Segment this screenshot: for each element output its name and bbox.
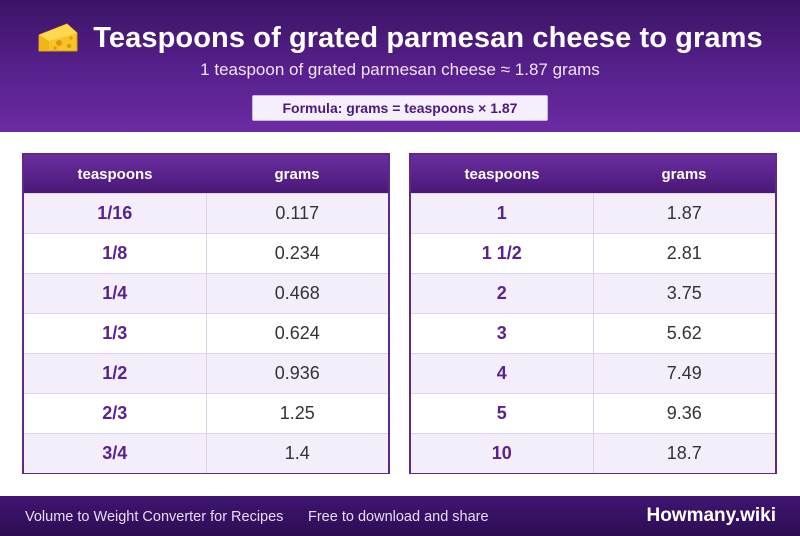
column-header-grams: grams bbox=[661, 165, 707, 183]
teaspoons-cell: 5 bbox=[411, 394, 594, 433]
brand-link[interactable]: Howmany.wiki bbox=[646, 505, 776, 526]
grams-cell: 9.36 bbox=[666, 403, 702, 423]
teaspoons-cell: 3 bbox=[411, 314, 594, 353]
table-body: 1/16 0.117 1/8 0.234 1/4 0.468 1/3 0.624 1/2… bbox=[24, 193, 388, 473]
teaspoons-cell: 2 bbox=[411, 274, 594, 313]
page-title: Teaspoons of grated parmesan cheese to g… bbox=[93, 21, 763, 54]
table-row: 1 1/2 2.81 bbox=[411, 233, 775, 273]
column-header-teaspoons: teaspoons bbox=[464, 165, 540, 183]
subtitle: 1 teaspoon of grated parmesan cheese ≈ 1… bbox=[200, 60, 600, 79]
teaspoons-cell: 1/4 bbox=[24, 274, 207, 313]
grams-cell: 18.7 bbox=[666, 443, 702, 463]
teaspoons-cell: 10 bbox=[411, 434, 594, 473]
footer-middle-text: Free to download and share bbox=[308, 509, 489, 525]
footer-bar: Volume to Weight Converter for Recipes F… bbox=[0, 496, 800, 536]
grams-cell: 0.234 bbox=[274, 243, 320, 263]
grams-cell: 0.468 bbox=[274, 283, 320, 303]
column-header-grams: grams bbox=[274, 165, 320, 183]
table-row: 1/3 0.624 bbox=[24, 313, 388, 353]
teaspoons-cell: 1 1/2 bbox=[411, 234, 594, 273]
formula-badge: Formula: grams = teaspoons × 1.87 bbox=[252, 95, 548, 121]
teaspoons-cell: 1/3 bbox=[24, 314, 207, 353]
header-banner: Teaspoons of grated parmesan cheese to g… bbox=[0, 0, 800, 132]
title-row: Teaspoons of grated parmesan cheese to g… bbox=[0, 18, 800, 58]
grams-cell: 1.25 bbox=[279, 403, 315, 423]
grams-cell: 0.624 bbox=[274, 323, 320, 343]
table-row: 3/4 1.4 bbox=[24, 433, 388, 473]
grams-cell: 7.49 bbox=[666, 363, 702, 383]
grams-cell: 1.87 bbox=[666, 203, 702, 223]
table-row: 10 18.7 bbox=[411, 433, 775, 473]
table-row: 1/16 0.117 bbox=[24, 193, 388, 233]
teaspoons-cell: 4 bbox=[411, 354, 594, 393]
table-row: 1/8 0.234 bbox=[24, 233, 388, 273]
grams-cell: 5.62 bbox=[666, 323, 702, 343]
table-row: 4 7.49 bbox=[411, 353, 775, 393]
table-row: 1/4 0.468 bbox=[24, 273, 388, 313]
conversion-table-left: teaspoons grams 1/16 0.117 1/8 0.234 1/4 0.… bbox=[22, 153, 390, 474]
column-header-teaspoons: teaspoons bbox=[77, 165, 153, 183]
grams-cell: 0.936 bbox=[274, 363, 320, 383]
table-body: 1 1.87 1 1/2 2.81 2 3.75 3 5.62 4 7.49 5 9.36 … bbox=[411, 193, 775, 473]
teaspoons-cell: 2/3 bbox=[24, 394, 207, 433]
teaspoons-cell: 3/4 bbox=[24, 434, 207, 473]
footer-left-text: Volume to Weight Converter for Recipes bbox=[25, 509, 284, 525]
teaspoons-cell: 1 bbox=[411, 194, 594, 233]
table-header: teaspoons grams bbox=[411, 155, 775, 193]
cheese-icon bbox=[38, 23, 78, 52]
teaspoons-cell: 1/2 bbox=[24, 354, 207, 393]
grams-cell: 1.4 bbox=[284, 443, 310, 463]
table-row: 2/3 1.25 bbox=[24, 393, 388, 433]
teaspoons-cell: 1/16 bbox=[24, 194, 207, 233]
table-row: 5 9.36 bbox=[411, 393, 775, 433]
table-row: 1/2 0.936 bbox=[24, 353, 388, 393]
teaspoons-cell: 1/8 bbox=[24, 234, 207, 273]
grams-cell: 2.81 bbox=[666, 243, 702, 263]
table-row: 3 5.62 bbox=[411, 313, 775, 353]
table-header: teaspoons grams bbox=[24, 155, 388, 193]
table-row: 1 1.87 bbox=[411, 193, 775, 233]
table-row: 2 3.75 bbox=[411, 273, 775, 313]
grams-cell: 0.117 bbox=[275, 203, 320, 223]
grams-cell: 3.75 bbox=[666, 283, 702, 303]
